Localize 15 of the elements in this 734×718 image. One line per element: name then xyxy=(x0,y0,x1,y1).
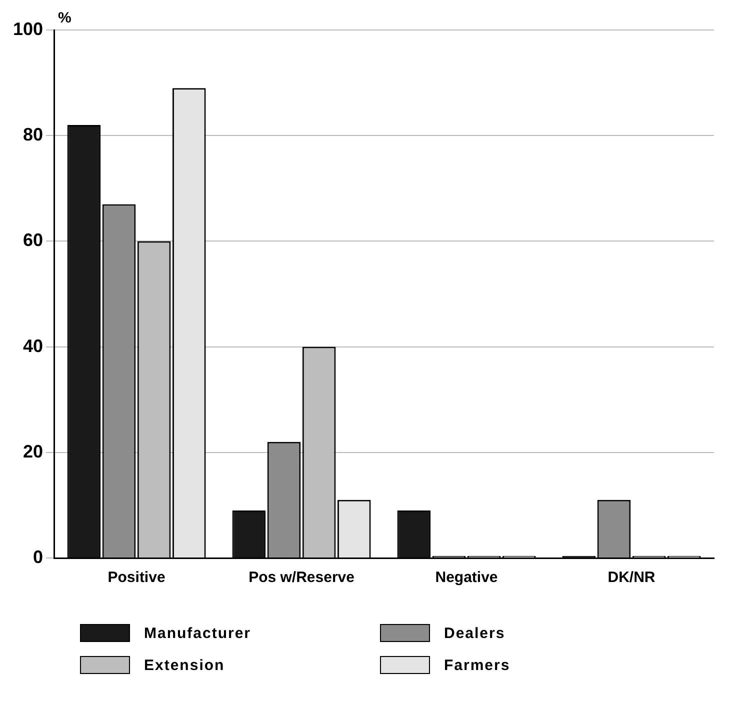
y-tick-label: 60 xyxy=(23,230,44,250)
legend-label: Extension xyxy=(144,656,225,674)
y-tick-label: 80 xyxy=(23,124,44,145)
x-tick-label: Pos w/Reserve xyxy=(248,569,354,586)
y-tick-label: 0 xyxy=(33,546,44,567)
y-tick-label: 40 xyxy=(23,336,44,356)
legend-label: Farmers xyxy=(444,656,510,674)
x-tick-label: DK/NR xyxy=(608,569,656,586)
legend-label: Manufacturer xyxy=(144,624,252,642)
y-axis-title: % xyxy=(58,10,72,27)
x-tick-label: Negative xyxy=(435,569,498,586)
y-tick-label: 20 xyxy=(23,441,44,462)
x-tick-label: Positive xyxy=(108,569,166,586)
legend-label: Dealers xyxy=(444,624,506,642)
y-tick-label: 100 xyxy=(12,18,44,39)
